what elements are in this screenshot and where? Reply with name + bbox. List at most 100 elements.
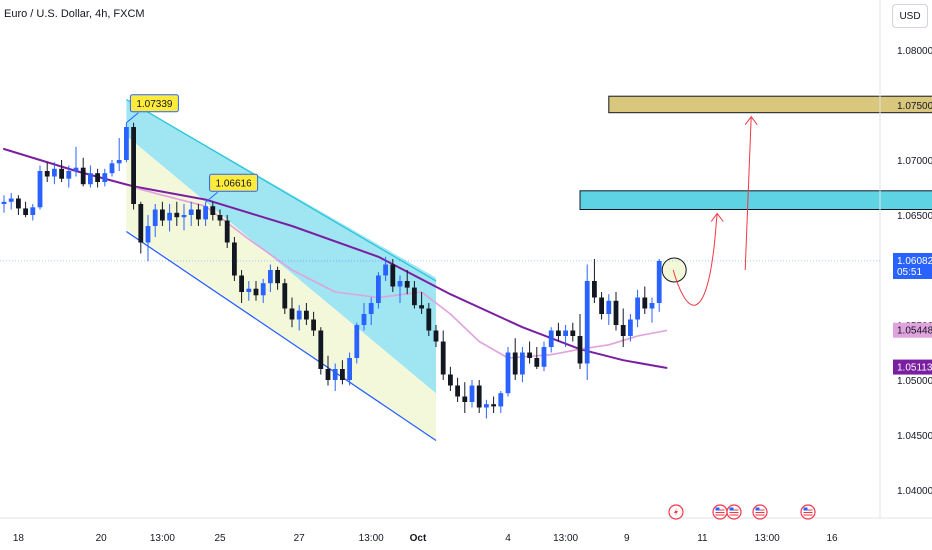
candle — [203, 202, 208, 226]
candle-body — [368, 303, 374, 314]
candle-body — [224, 220, 230, 243]
candle-body — [498, 393, 504, 407]
candle — [584, 264, 590, 380]
candle-body — [599, 297, 604, 314]
candle — [80, 157, 86, 187]
x-tick-label: 11 — [697, 533, 708, 544]
candle — [152, 204, 158, 237]
candle-body — [23, 208, 28, 215]
candle — [656, 259, 662, 312]
candle-body — [239, 275, 244, 292]
candle — [628, 314, 633, 342]
candle — [73, 146, 79, 177]
candle-body — [289, 308, 295, 320]
us-flag-event-icon[interactable] — [752, 504, 768, 520]
candle — [44, 162, 50, 182]
candle-body — [390, 264, 396, 287]
candle — [37, 165, 43, 210]
price-label-countdown: 05:51 — [897, 267, 922, 278]
candle-body — [124, 127, 129, 160]
projection-arrow-1 — [672, 213, 718, 306]
candle — [1, 195, 7, 213]
channel-top-line — [126, 98, 437, 282]
y-tick-label: 1.06500 — [897, 211, 932, 222]
candle — [188, 201, 194, 226]
candle — [563, 325, 568, 347]
candle — [383, 256, 388, 281]
candle-body — [232, 242, 237, 276]
candle-body — [88, 173, 93, 185]
candle-body — [325, 369, 331, 380]
candle — [527, 341, 532, 364]
us-flag-event-icon[interactable] — [712, 504, 728, 520]
price-callout: 1.07339 — [126, 94, 179, 124]
candle — [368, 297, 374, 325]
candle-body — [174, 212, 180, 218]
candle — [426, 303, 432, 336]
price-label-bg — [893, 252, 932, 279]
candle-body — [59, 168, 64, 179]
callout-label: 1.06616 — [216, 179, 253, 190]
candle-body — [181, 215, 187, 218]
us-flag-event-icon[interactable] — [800, 504, 816, 520]
candle-body — [505, 352, 511, 394]
candle — [404, 270, 410, 295]
candle — [109, 160, 115, 177]
candle-body — [246, 288, 252, 292]
y-tick-label: 1.07500 — [897, 101, 932, 112]
lightning-event-icon[interactable] — [668, 504, 684, 520]
candle-body — [512, 352, 518, 375]
candle-body — [73, 167, 79, 171]
candle-body — [556, 330, 561, 336]
projection-arrow-2 — [744, 116, 752, 271]
candle-body — [95, 173, 100, 182]
candle — [318, 327, 324, 375]
candle-body — [167, 212, 172, 221]
candle-body — [412, 287, 417, 306]
candle-body — [534, 358, 540, 367]
candle — [433, 325, 439, 347]
candle-body — [354, 325, 360, 358]
candle — [174, 201, 180, 226]
candle-body — [37, 171, 43, 208]
candle-body — [16, 198, 21, 209]
candle — [412, 281, 417, 309]
us-flag-event-icon[interactable] — [726, 504, 742, 520]
candle-body — [541, 347, 547, 367]
candle — [275, 266, 280, 290]
candle-body — [44, 171, 50, 177]
price-axis: 1.080001.075001.070001.065001.055001.050… — [0, 0, 932, 518]
candle — [397, 275, 403, 303]
x-tick-label: 16 — [826, 533, 838, 544]
x-tick-label: 18 — [13, 533, 25, 544]
candle — [224, 215, 230, 248]
target-zone-1 — [579, 190, 932, 211]
candle-body — [332, 369, 338, 380]
candle-body — [340, 369, 345, 380]
candle — [548, 327, 554, 353]
candle — [66, 165, 72, 188]
candle-body — [635, 297, 640, 320]
candle-body — [563, 330, 568, 336]
candle — [520, 347, 525, 383]
candle-body — [203, 206, 208, 220]
arrow-head-2 — [744, 115, 758, 125]
candle — [613, 292, 619, 331]
x-tick-label: 25 — [214, 533, 226, 544]
candle-body — [476, 385, 482, 408]
price-label-bg — [893, 359, 932, 375]
candle-body — [8, 198, 14, 202]
candle-body — [109, 163, 115, 174]
candle — [246, 281, 252, 301]
x-tick-label: 13:00 — [553, 533, 578, 544]
x-tick-label: Oct — [410, 533, 427, 544]
candle-body — [116, 160, 122, 164]
candle-body — [584, 281, 590, 364]
candle-body — [649, 303, 655, 309]
candle-body — [383, 264, 388, 276]
target-zone-2 — [608, 95, 932, 114]
candle — [476, 380, 482, 413]
currency-button[interactable]: USD — [892, 4, 928, 28]
x-tick-label: 13:00 — [359, 533, 384, 544]
